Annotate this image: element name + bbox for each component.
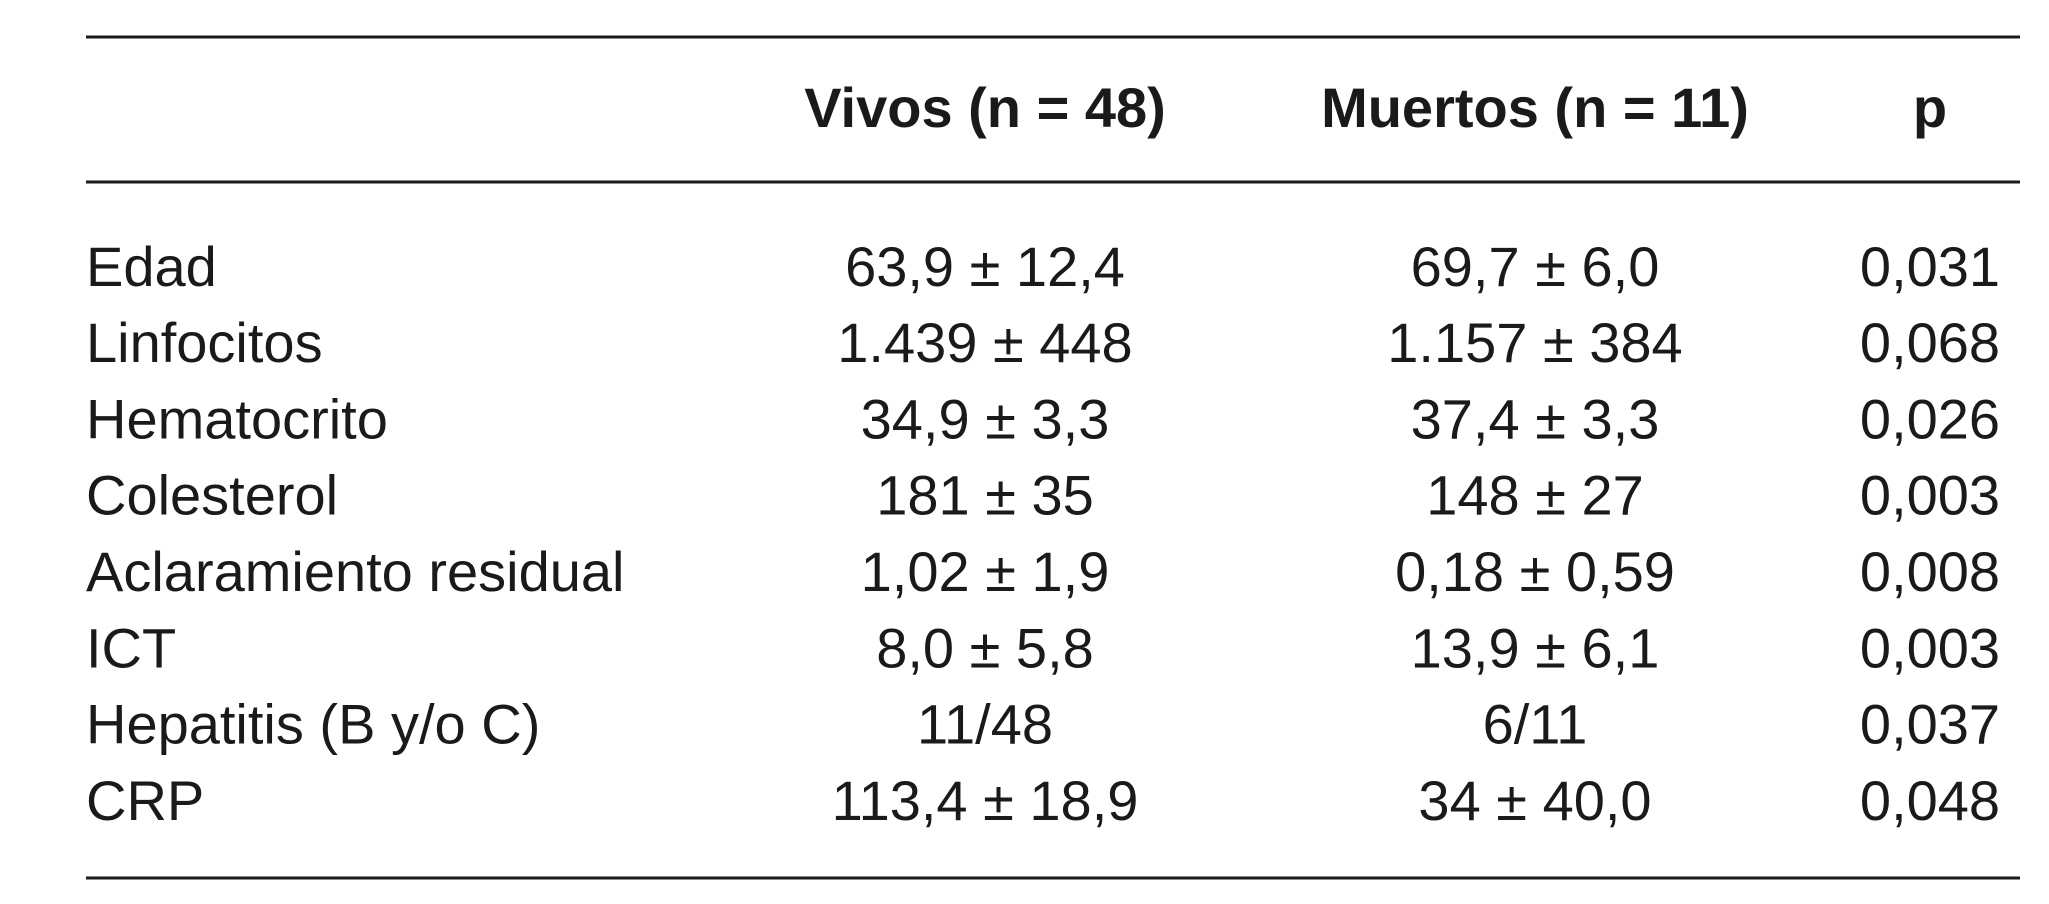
- cell: 0,048: [1860, 769, 2000, 832]
- row-label: Hematocrito: [86, 387, 388, 450]
- cell: 1.439 ± 448: [837, 311, 1132, 374]
- cell: 0,037: [1860, 693, 2000, 756]
- column-header: p: [1913, 76, 1947, 139]
- cell: 0,026: [1860, 387, 2000, 450]
- cell: 37,4 ± 3,3: [1411, 387, 1660, 450]
- row-label: ICT: [86, 616, 176, 679]
- cell: 6/11: [1483, 693, 1588, 756]
- cell: 181 ± 35: [876, 464, 1094, 527]
- cell: 63,9 ± 12,4: [845, 235, 1125, 298]
- cell: 0,18 ± 0,59: [1395, 540, 1675, 603]
- cell: 8,0 ± 5,8: [876, 616, 1094, 679]
- row-label: Linfocitos: [86, 311, 323, 374]
- cell: 148 ± 27: [1426, 464, 1644, 527]
- cell: 0,003: [1860, 616, 2000, 679]
- column-header: Vivos (n = 48): [804, 76, 1166, 139]
- cell: 69,7 ± 6,0: [1411, 235, 1660, 298]
- column-header: Muertos (n = 11): [1321, 76, 1749, 139]
- cell: 34,9 ± 3,3: [861, 387, 1110, 450]
- cell: 0,068: [1860, 311, 2000, 374]
- row-label: Edad: [86, 235, 217, 298]
- row-label: Colesterol: [86, 464, 338, 527]
- cell: 11/48: [917, 693, 1053, 756]
- row-label: Aclaramiento residual: [86, 540, 624, 603]
- row-label: CRP: [86, 769, 204, 832]
- cell: 0,003: [1860, 464, 2000, 527]
- cell: 13,9 ± 6,1: [1411, 616, 1660, 679]
- cell: 0,008: [1860, 540, 2000, 603]
- cell: 34 ± 40,0: [1418, 769, 1651, 832]
- row-label: Hepatitis (B y/o C): [86, 693, 540, 756]
- cell: 0,031: [1860, 235, 2000, 298]
- cell: 1,02 ± 1,9: [861, 540, 1110, 603]
- cell: 1.157 ± 384: [1387, 311, 1682, 374]
- cell: 113,4 ± 18,9: [832, 769, 1139, 832]
